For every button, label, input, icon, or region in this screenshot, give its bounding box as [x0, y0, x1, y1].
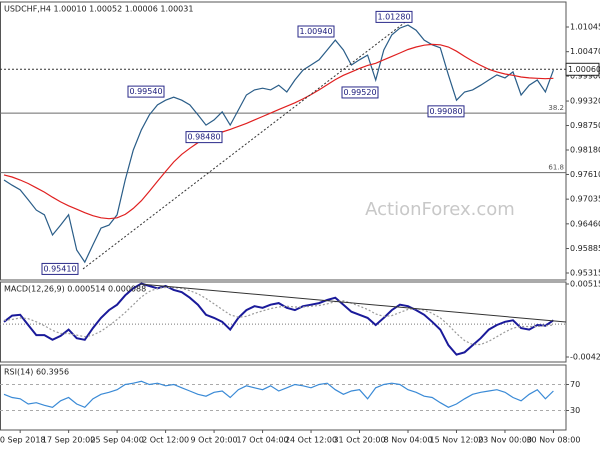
- x-tick-label: 23 Nov 00:00: [478, 436, 532, 445]
- fib-label: 38.2: [548, 104, 564, 112]
- annotation-box: [341, 86, 379, 99]
- watermark: ActionForex.com: [365, 199, 515, 220]
- annotation-box: [127, 85, 165, 98]
- y-tick-label: 1.01045: [570, 22, 600, 31]
- annotation-label: 1.00940: [299, 27, 332, 36]
- annotation-label: 0.99080: [429, 107, 462, 116]
- series-line: [3, 43, 554, 220]
- y-tick-label: 0.005154: [570, 279, 600, 288]
- series-line: [3, 380, 554, 409]
- series-line: [3, 24, 554, 264]
- x-tick-label: 15 Nov 12:00: [430, 436, 484, 445]
- pane-title: MACD(12,26,9) 0.000514 0.000088: [4, 285, 146, 294]
- x-tick-label: 31 Oct 20:00: [333, 436, 385, 445]
- series-line: [3, 282, 554, 356]
- y-tick-label: 0.98180: [570, 145, 600, 154]
- y-tick-label: 0.97610: [570, 170, 600, 179]
- current-price-label: 1.00060: [568, 65, 600, 74]
- pane-frame: [0, 364, 567, 431]
- y-tick-label: 0.96460: [570, 219, 600, 228]
- y-tick-label: 30: [570, 406, 580, 415]
- y-tick-label: 0.97035: [570, 195, 600, 204]
- annotation-box: [297, 25, 335, 38]
- x-tick-label: 30 Nov 08:00: [526, 436, 580, 445]
- x-tick-label: 9 Oct 20:00: [191, 436, 238, 445]
- annotation-label: 1.01280: [377, 12, 410, 21]
- y-tick-label: 0.99900: [570, 72, 600, 81]
- current-price-box: [565, 62, 600, 76]
- trendline: [82, 16, 413, 270]
- y-tick-label: -0.004209: [570, 353, 600, 362]
- y-tick-label: 70: [570, 380, 580, 389]
- x-tick-label: 8 Nov 04:00: [384, 436, 433, 445]
- pane-title: RSI(14) 60.3956: [4, 368, 69, 377]
- annotation-label: 0.99540: [129, 87, 162, 96]
- annotation-label: 0.98480: [187, 133, 220, 142]
- y-tick-label: 0.98750: [570, 121, 600, 130]
- pane-title: USDCHF,H4 1.00010 1.00052 1.00006 1.0003…: [4, 5, 193, 14]
- annotation-box: [427, 105, 465, 118]
- pane-frame: [0, 1, 567, 281]
- y-tick-label: 0.95315: [570, 269, 600, 278]
- x-tick-label: 2 Oct 12:00: [142, 436, 189, 445]
- y-tick-label: 1.00470: [570, 47, 600, 56]
- x-tick-label: 24 Oct 12:00: [285, 436, 337, 445]
- macd-trendline: [139, 283, 567, 323]
- annotation-box: [41, 262, 79, 275]
- series-line: [3, 286, 554, 346]
- x-tick-label: 25 Sep 04:00: [90, 436, 143, 445]
- annotation-box: [185, 131, 223, 144]
- annotation-box: [375, 10, 413, 23]
- x-tick-label: 17 Oct 04:00: [236, 436, 288, 445]
- y-tick-label: 0.95885: [570, 244, 600, 253]
- annotation-label: 0.95410: [43, 264, 76, 273]
- x-tick-label: 10 Sep 2018: [0, 436, 46, 445]
- fib-label: 61.8: [548, 164, 564, 172]
- x-tick-label: 17 Sep 20:00: [42, 436, 95, 445]
- y-tick-label: 0.99320: [570, 97, 600, 106]
- annotation-label: 0.99520: [343, 88, 376, 97]
